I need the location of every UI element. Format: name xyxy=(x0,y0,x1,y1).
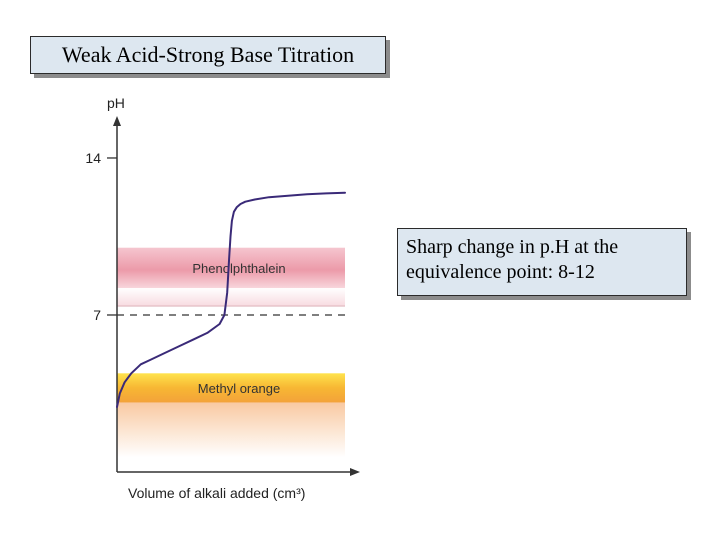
titration-curve xyxy=(116,191,346,408)
band-fade xyxy=(117,288,345,307)
band-methyl-orange xyxy=(117,373,345,403)
y-ticks: 14 7 xyxy=(85,150,117,323)
band-fade xyxy=(117,402,345,458)
slide-title: Weak Acid-Strong Base Titration xyxy=(30,36,386,74)
y-axis-arrow xyxy=(113,116,121,126)
band-label: Phenolphthalein xyxy=(192,261,285,276)
x-axis-arrow xyxy=(350,468,360,476)
indicator-bands: Phenolphthalein Methyl orange xyxy=(117,247,345,458)
note-line-2: equivalence point: 8-12 xyxy=(406,261,595,283)
band-phenolphthalein xyxy=(117,247,345,289)
titration-curve-line xyxy=(116,191,346,408)
note-line-1: Sharp change in p.H at the xyxy=(406,236,619,258)
y-axis-label: pH xyxy=(107,95,125,111)
axes: pH Volume of alkali added (cm³) xyxy=(107,95,360,501)
x-axis-label: Volume of alkali added (cm³) xyxy=(128,485,305,501)
band-label: Methyl orange xyxy=(198,381,280,396)
y-tick-label: 14 xyxy=(85,150,101,166)
equivalence-note: Sharp change in p.H at the equivalence p… xyxy=(397,228,687,296)
y-tick-label: 7 xyxy=(93,307,101,323)
